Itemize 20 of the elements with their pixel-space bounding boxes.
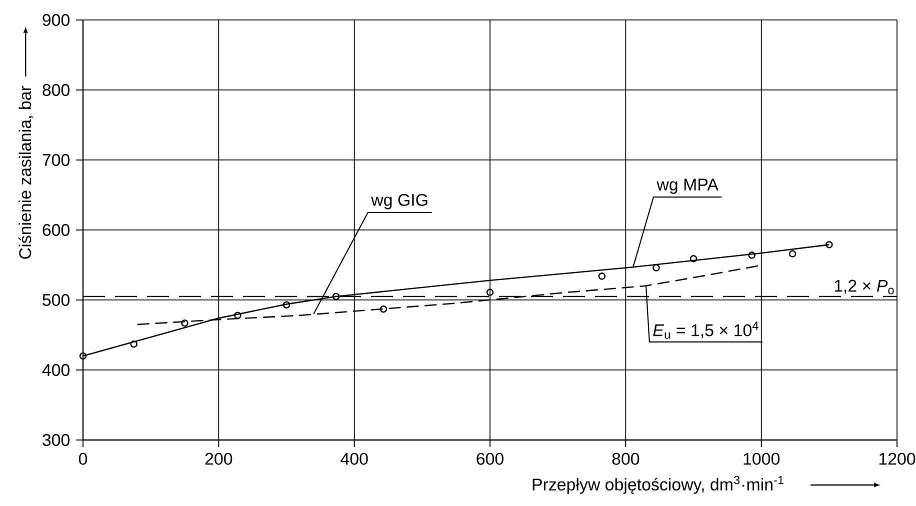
- annotation: E$_{u}$ = 1,5 × 10$^{4}$: [653, 322, 758, 339]
- y-tick-label: 900: [42, 14, 70, 26]
- y-tick-label: 300: [42, 434, 70, 446]
- y-tick-label: 700: [42, 154, 70, 166]
- y-tick-label: 400: [42, 364, 70, 376]
- x-axis-title: Przepływ objętościowy, dm$^{3}$·min$^{-1}$: [532, 476, 784, 494]
- y-tick-label: 500: [42, 294, 70, 306]
- y-tick-label: 600: [42, 224, 70, 236]
- x-tick-label: 1000: [744, 452, 780, 465]
- x-tick-label: 800: [612, 452, 640, 465]
- ref-line-label: 1,2 × P$_{o}$: [834, 280, 894, 294]
- y-tick-label: 800: [42, 84, 70, 96]
- y-axis-title: Ciśnienie zasilania, bar: [18, 86, 34, 259]
- x-tick-label: 600: [476, 452, 504, 465]
- x-tick-label: 200: [205, 452, 232, 465]
- annotation: wg MPA: [656, 178, 718, 194]
- x-tick-label: 0: [78, 452, 88, 465]
- annotation: wg GIG: [371, 194, 428, 210]
- x-tick-label: 400: [340, 452, 368, 465]
- x-tick-label: 1200: [879, 452, 916, 465]
